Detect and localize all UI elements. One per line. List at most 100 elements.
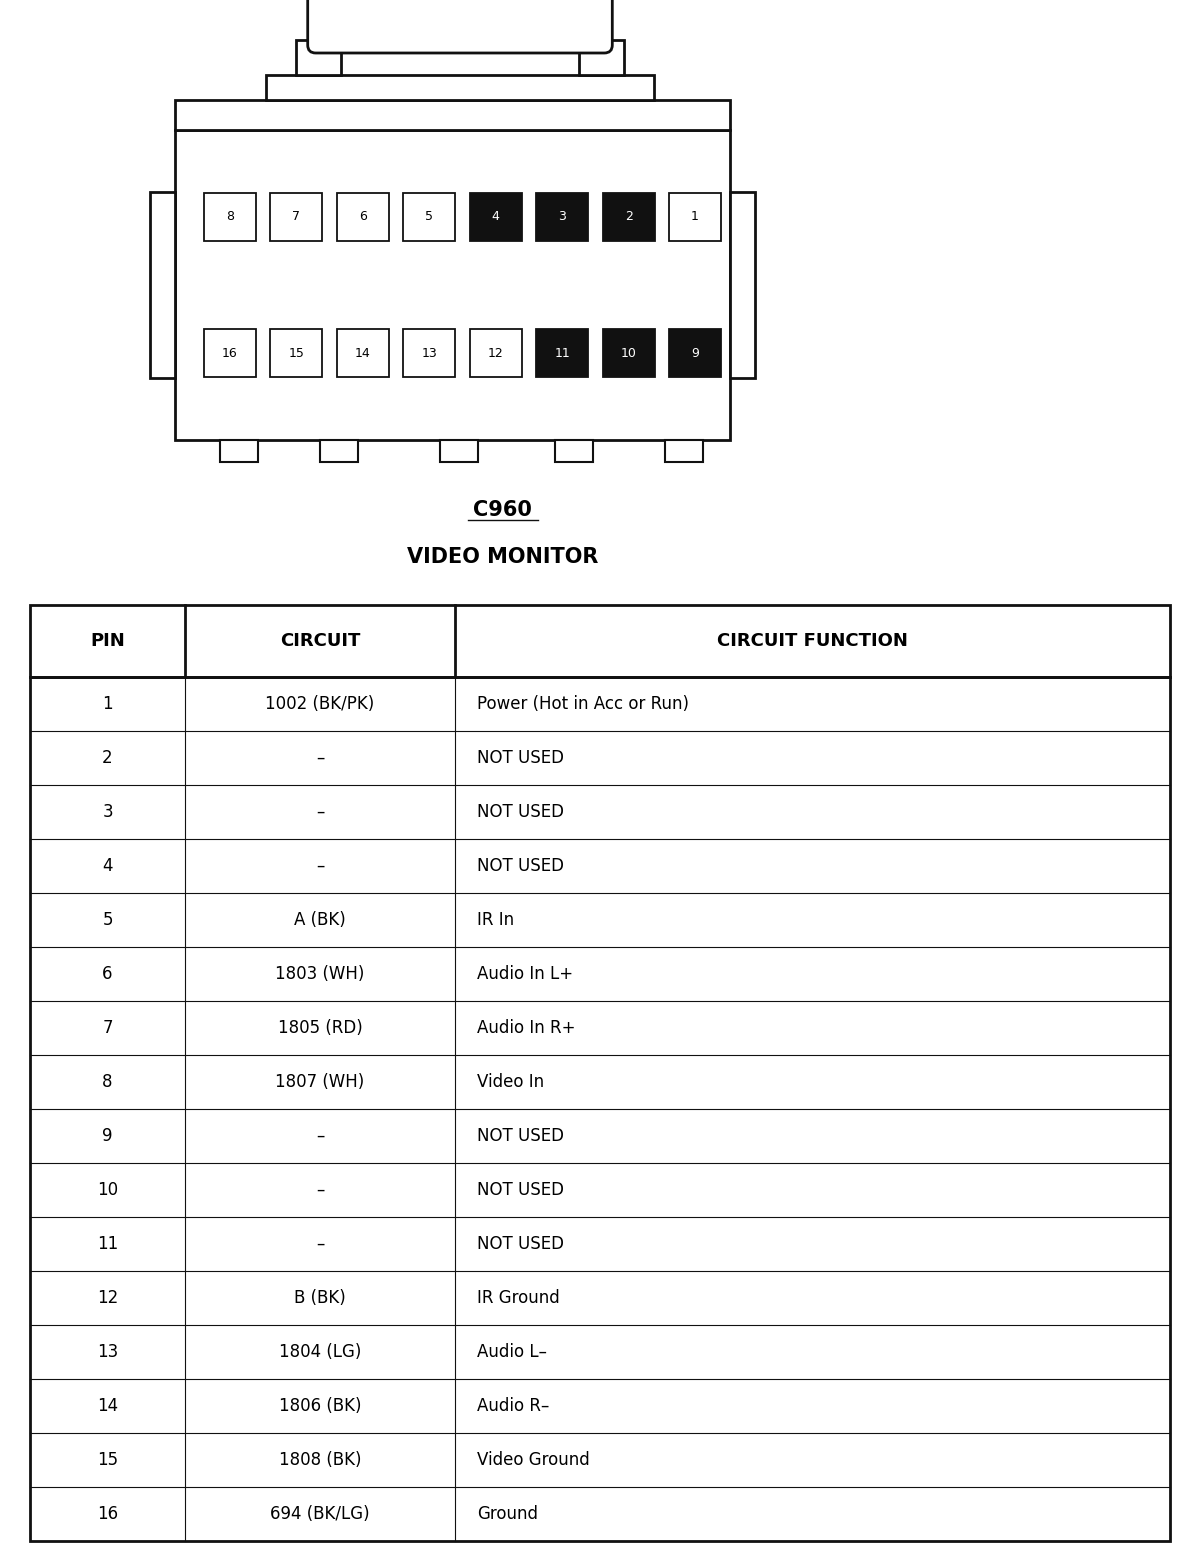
Bar <box>30 604 1170 677</box>
Bar <box>602 193 654 241</box>
Text: NOT USED: NOT USED <box>478 803 564 821</box>
Text: 11: 11 <box>97 1236 118 1253</box>
Text: NOT USED: NOT USED <box>478 857 564 875</box>
Text: 7: 7 <box>293 210 300 224</box>
Text: CIRCUIT FUNCTION: CIRCUIT FUNCTION <box>718 633 908 650</box>
Text: 9: 9 <box>102 1128 113 1145</box>
Text: NOT USED: NOT USED <box>478 749 564 767</box>
Bar <box>730 193 755 377</box>
Text: 16: 16 <box>97 1505 118 1524</box>
Text: 2: 2 <box>625 210 632 224</box>
Bar <box>670 193 721 241</box>
Text: –: – <box>316 1128 324 1145</box>
Text: –: – <box>316 749 324 767</box>
Text: Audio In R+: Audio In R+ <box>478 1019 576 1037</box>
Bar <box>320 440 358 462</box>
Text: 1803 (WH): 1803 (WH) <box>275 965 365 983</box>
Text: NOT USED: NOT USED <box>478 1128 564 1145</box>
Text: Video In: Video In <box>478 1073 544 1092</box>
Bar <box>403 329 455 377</box>
Bar <box>554 440 593 462</box>
Text: B (BK): B (BK) <box>294 1289 346 1308</box>
Text: C960: C960 <box>473 500 532 520</box>
Text: 694 (BK/LG): 694 (BK/LG) <box>270 1505 370 1524</box>
Text: 8: 8 <box>226 210 234 224</box>
Bar <box>220 440 258 462</box>
Text: 12: 12 <box>97 1289 118 1308</box>
Bar <box>536 193 588 241</box>
Text: 3: 3 <box>102 803 113 821</box>
FancyBboxPatch shape <box>307 0 612 53</box>
Text: Video Ground: Video Ground <box>478 1452 589 1469</box>
Bar <box>337 329 389 377</box>
Text: 13: 13 <box>421 346 437 360</box>
Bar <box>403 193 455 241</box>
Bar <box>337 193 389 241</box>
Text: Audio In L+: Audio In L+ <box>478 965 574 983</box>
Text: 1804 (LG): 1804 (LG) <box>278 1344 361 1361</box>
Text: –: – <box>316 857 324 875</box>
Bar <box>265 75 654 100</box>
Bar <box>440 440 478 462</box>
Text: 1002 (BK/PK): 1002 (BK/PK) <box>265 695 374 713</box>
Bar <box>602 329 654 377</box>
Text: VIDEO MONITOR: VIDEO MONITOR <box>407 547 598 567</box>
Text: 13: 13 <box>97 1344 118 1361</box>
Bar <box>670 329 721 377</box>
Text: Audio L–: Audio L– <box>478 1344 547 1361</box>
Text: –: – <box>316 1236 324 1253</box>
Bar <box>270 329 323 377</box>
Text: 6: 6 <box>102 965 113 983</box>
Text: 6: 6 <box>359 210 367 224</box>
Bar <box>175 130 730 440</box>
Bar <box>469 193 522 241</box>
Text: 15: 15 <box>288 346 305 360</box>
Bar <box>469 329 522 377</box>
Text: PIN: PIN <box>90 633 125 650</box>
Bar <box>30 677 1170 1541</box>
Text: IR Ground: IR Ground <box>478 1289 559 1308</box>
Text: A (BK): A (BK) <box>294 911 346 929</box>
Text: IR In: IR In <box>478 911 514 929</box>
Text: Power (Hot in Acc or Run): Power (Hot in Acc or Run) <box>478 695 689 713</box>
Text: Audio R–: Audio R– <box>478 1397 550 1416</box>
Text: 14: 14 <box>97 1397 118 1416</box>
Text: 5: 5 <box>102 911 113 929</box>
Text: 3: 3 <box>558 210 566 224</box>
Bar <box>204 329 256 377</box>
Text: NOT USED: NOT USED <box>478 1236 564 1253</box>
Text: 1: 1 <box>691 210 698 224</box>
Text: 10: 10 <box>620 346 636 360</box>
Text: 1805 (RD): 1805 (RD) <box>277 1019 362 1037</box>
Text: 11: 11 <box>554 346 570 360</box>
Bar <box>150 193 175 377</box>
Text: 10: 10 <box>97 1181 118 1200</box>
Text: NOT USED: NOT USED <box>478 1181 564 1200</box>
Text: Ground: Ground <box>478 1505 538 1524</box>
Text: 4: 4 <box>492 210 499 224</box>
Bar <box>536 329 588 377</box>
Bar <box>204 193 256 241</box>
Bar <box>175 100 730 130</box>
Text: 4: 4 <box>102 857 113 875</box>
Text: 15: 15 <box>97 1452 118 1469</box>
Text: 7: 7 <box>102 1019 113 1037</box>
Text: 1806 (BK): 1806 (BK) <box>278 1397 361 1416</box>
Bar <box>580 41 624 75</box>
Text: 16: 16 <box>222 346 238 360</box>
Bar <box>295 41 341 75</box>
Text: 12: 12 <box>488 346 504 360</box>
Text: CIRCUIT: CIRCUIT <box>280 633 360 650</box>
Bar <box>270 193 323 241</box>
Text: –: – <box>316 1181 324 1200</box>
Text: 1807 (WH): 1807 (WH) <box>275 1073 365 1092</box>
Text: 1808 (BK): 1808 (BK) <box>278 1452 361 1469</box>
Text: 9: 9 <box>691 346 698 360</box>
Bar <box>665 440 703 462</box>
Text: –: – <box>316 803 324 821</box>
Text: 8: 8 <box>102 1073 113 1092</box>
Text: 5: 5 <box>425 210 433 224</box>
Text: 1: 1 <box>102 695 113 713</box>
Text: 14: 14 <box>355 346 371 360</box>
Text: 2: 2 <box>102 749 113 767</box>
